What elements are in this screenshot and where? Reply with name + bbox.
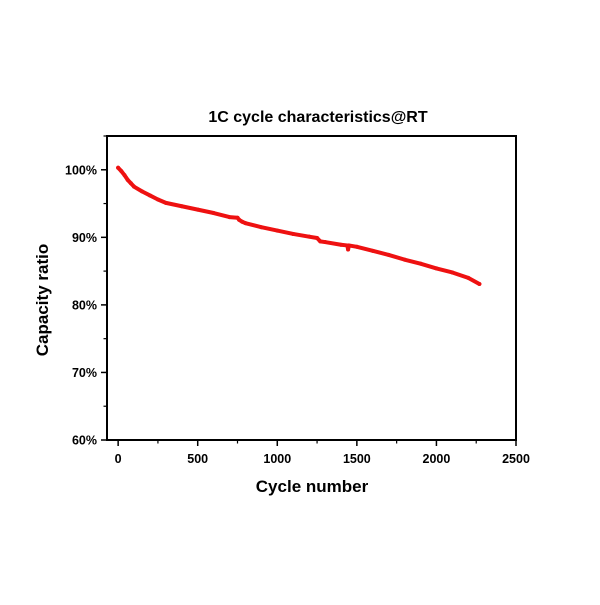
x-tick-label: 500 <box>187 452 208 466</box>
x-tick-label: 2000 <box>423 452 451 466</box>
x-tick-label: 1500 <box>343 452 371 466</box>
data-point <box>275 228 280 233</box>
x-axis-label: Cycle number <box>256 477 369 496</box>
plot-frame <box>106 135 517 441</box>
data-point <box>318 239 323 244</box>
x-tick-label: 1000 <box>263 452 291 466</box>
data-point <box>243 221 248 226</box>
data-point <box>477 281 482 286</box>
data-point <box>402 257 407 262</box>
chart-title: 1C cycle characteristics@RT <box>208 109 428 126</box>
data-point <box>307 234 312 239</box>
y-axis-label: Capacity ratio <box>33 244 52 356</box>
y-tick-label: 80% <box>72 298 97 312</box>
data-point <box>291 231 296 236</box>
data-point <box>259 225 264 230</box>
data-point <box>466 275 471 280</box>
x-tick-label: 0 <box>115 452 122 466</box>
capacity-series-line <box>116 165 482 286</box>
data-point <box>147 193 152 198</box>
data-point <box>116 165 121 170</box>
data-point <box>128 181 133 186</box>
data-series-layer <box>116 165 482 286</box>
data-point <box>354 244 359 249</box>
data-point <box>240 219 245 224</box>
data-point <box>346 247 351 252</box>
data-point <box>386 252 391 257</box>
data-point <box>195 207 200 212</box>
data-point <box>237 217 242 222</box>
data-point <box>323 240 328 245</box>
axis-ticks <box>101 135 517 446</box>
data-point <box>211 211 216 216</box>
x-tick-label: 2500 <box>502 452 530 466</box>
data-point <box>155 197 160 202</box>
y-tick-label: 60% <box>72 434 97 448</box>
y-tick-label: 100% <box>65 163 97 177</box>
y-tick-label: 70% <box>72 366 97 380</box>
data-point <box>418 261 423 266</box>
data-point <box>434 266 439 271</box>
data-point <box>132 184 137 189</box>
data-point <box>125 177 130 182</box>
data-point <box>370 248 375 253</box>
data-point <box>315 236 320 241</box>
data-point <box>450 270 455 275</box>
data-point <box>119 169 124 174</box>
data-point <box>338 242 343 247</box>
data-point <box>122 173 127 178</box>
data-point <box>346 243 351 248</box>
data-point <box>140 189 145 194</box>
data-point <box>163 200 168 205</box>
tick-labels: 0 500 1000 1500 2000 2500 60% 70% 80% 90% 100% <box>65 163 530 466</box>
data-point <box>227 215 232 220</box>
data-point <box>179 204 184 209</box>
y-tick-label: 90% <box>72 231 97 245</box>
